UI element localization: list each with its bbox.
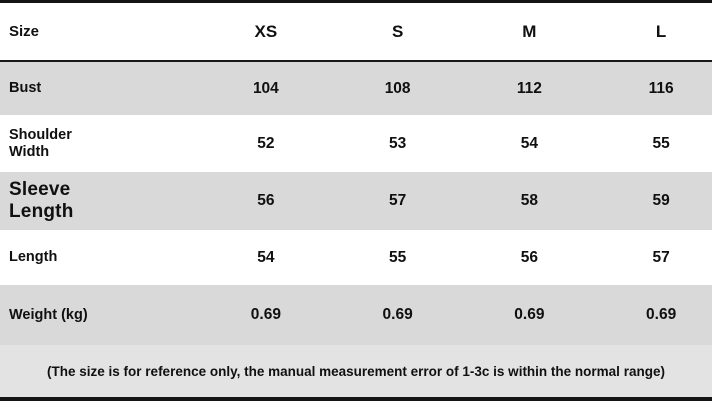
cell-value: 0.69 (250, 306, 281, 324)
cell-value: 0.69 (514, 306, 545, 324)
row-label: Length (9, 249, 58, 266)
column-header-l: L (655, 21, 667, 41)
column-header-m: M (522, 21, 537, 41)
table-header-row: Size XS S M L (0, 3, 712, 62)
cell-value: 57 (389, 192, 407, 210)
table-row-shoulder-width: Shoulder Width 52 53 54 55 (0, 115, 712, 172)
cell-value: 56 (520, 248, 538, 266)
cell-value: 58 (520, 192, 538, 210)
cell-value: 57 (652, 248, 670, 266)
cell-value: 56 (257, 192, 275, 210)
table-row-sleeve-length: Sleeve Length 56 57 58 59 (0, 172, 712, 230)
table-row-length: Length 54 55 56 57 (0, 230, 712, 285)
cell-value: 112 (516, 79, 542, 97)
cell-value: 55 (652, 134, 670, 152)
row-label: Shoulder Width (9, 126, 72, 160)
column-header-s: S (391, 21, 404, 41)
cell-value: 53 (389, 134, 407, 152)
row-label: Weight (kg) (9, 306, 88, 323)
column-header-size: Size (9, 22, 40, 40)
reference-note: (The size is for reference only, the man… (0, 345, 712, 397)
row-label: Sleeve Length (9, 179, 74, 222)
cell-value: 55 (389, 248, 407, 266)
cell-value: 54 (520, 134, 538, 152)
table-row-weight: Weight (kg) 0.69 0.69 0.69 0.69 (0, 285, 712, 345)
cell-value: 108 (384, 79, 411, 97)
cell-value: 0.69 (646, 306, 677, 324)
cell-value: 59 (652, 192, 670, 210)
cell-value: 54 (257, 248, 275, 266)
column-header-xs: XS (254, 21, 278, 41)
cell-value: 104 (252, 79, 279, 97)
table-row-bust: Bust 104 108 112 116 (0, 62, 712, 115)
cell-value: 0.69 (382, 306, 413, 324)
cell-value: 116 (648, 79, 674, 97)
row-label: Bust (9, 80, 42, 97)
cell-value: 52 (257, 134, 275, 152)
